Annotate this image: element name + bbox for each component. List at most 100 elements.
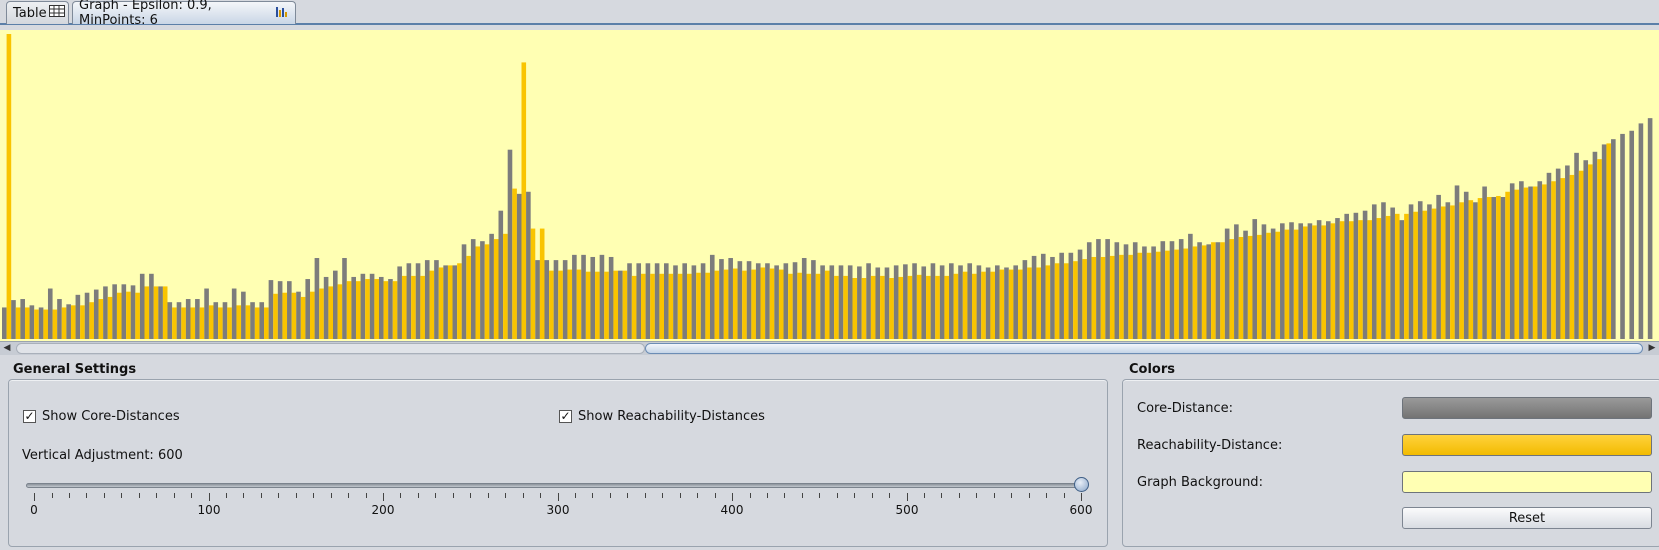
- tab-table[interactable]: Table: [6, 1, 69, 24]
- reachability-distance-color-label: Reachability-Distance:: [1137, 438, 1283, 453]
- core-distance-bar: [618, 270, 623, 339]
- core-distance-bar: [1298, 223, 1304, 339]
- reachability-distance-color-swatch[interactable]: [1402, 434, 1652, 456]
- core-distance-bar: [664, 263, 669, 339]
- reachability-distance-bar: [1394, 213, 1400, 339]
- reachability-distance-bar: [576, 269, 582, 339]
- show-core-distances-label: Show Core-Distances: [42, 409, 180, 424]
- slider-minor-tick: [365, 493, 367, 498]
- core-distance-bar: [774, 265, 779, 339]
- slider-minor-tick: [191, 493, 193, 498]
- core-distance-bar: [333, 270, 338, 339]
- core-distance-color-swatch[interactable]: [1402, 397, 1652, 419]
- core-distance-bar: [461, 244, 467, 339]
- core-distance-bar: [84, 292, 90, 339]
- reachability-distance-bar: [944, 275, 950, 339]
- reachability-distance-bar: [447, 265, 453, 339]
- reachability-distance-bar: [1109, 255, 1115, 339]
- core-distance-bar: [57, 299, 62, 339]
- core-distance-bar: [277, 281, 283, 339]
- core-distance-bar: [654, 263, 660, 339]
- colors-title: Colors: [1129, 362, 1176, 377]
- core-distance-bar: [1611, 139, 1616, 339]
- core-distance-bar: [1473, 202, 1478, 339]
- core-distance-bar: [507, 149, 513, 339]
- reset-button[interactable]: Reset: [1402, 507, 1652, 529]
- reachability-distance-bar: [144, 286, 150, 339]
- reachability-distance-bar: [1486, 197, 1492, 339]
- vertical-adjustment-slider[interactable]: [26, 483, 1083, 488]
- reachability-distance-bar: [1119, 254, 1124, 339]
- reachability-distance-bar: [723, 269, 729, 339]
- checkbox-reach-box[interactable]: ✓: [559, 409, 572, 423]
- reachability-distance-bar: [411, 275, 416, 339]
- tick-label: 300: [546, 503, 570, 517]
- core-distance-bar: [296, 291, 301, 339]
- core-distance-bar: [995, 265, 1000, 339]
- core-distance-bar: [1114, 242, 1120, 339]
- reachability-distance-bar: [70, 305, 76, 339]
- reachability-distance-bar: [52, 309, 58, 339]
- slider-minor-tick: [976, 493, 978, 498]
- core-distance-bar: [360, 273, 366, 339]
- core-distance-bar: [599, 254, 605, 339]
- reachability-distance-bar: [1027, 267, 1032, 339]
- slider-minor-tick: [889, 493, 890, 498]
- reachability-distance-bar: [870, 275, 876, 339]
- reachability-distance-bar: [1477, 198, 1483, 339]
- core-distance-bar: [581, 254, 586, 339]
- reachability-distance-bar: [1459, 202, 1464, 339]
- reachability-distance-bar: [181, 307, 186, 339]
- checkbox-core-box[interactable]: ✓: [23, 409, 36, 423]
- core-distance-bar: [627, 263, 632, 339]
- slider-minor-tick: [68, 493, 70, 498]
- core-distance-bar: [939, 265, 945, 339]
- core-distance-bar: [470, 239, 476, 339]
- core-distance-bar: [553, 260, 559, 339]
- reachability-distance-bar: [1082, 259, 1087, 339]
- core-distance-bar: [985, 267, 991, 339]
- reachability-distance-bar: [1450, 205, 1455, 339]
- horizontal-scrollbar[interactable]: ◀ ▶: [0, 341, 1659, 355]
- core-distance-bar: [1050, 256, 1055, 339]
- graph-background-color-swatch[interactable]: [1402, 471, 1652, 493]
- core-distance-bar: [1647, 118, 1653, 339]
- scrollbar-thumb[interactable]: [645, 343, 1643, 354]
- reachability-distance-bar: [880, 275, 885, 339]
- core-distance-bar: [149, 273, 154, 339]
- core-distance-bar: [1399, 220, 1405, 339]
- reachability-distance-bar: [824, 270, 830, 339]
- tab-graph[interactable]: Graph - Epsilon: 0.9, MinPoints: 6: [72, 0, 296, 28]
- slider-knob[interactable]: [1074, 477, 1089, 492]
- core-distance-bar: [1013, 265, 1018, 339]
- core-distance-bar: [1546, 172, 1552, 339]
- scrollbar-track[interactable]: [16, 343, 645, 354]
- reachability-distance-bar: [227, 307, 232, 339]
- core-distance-bar: [489, 233, 494, 339]
- reachability-distance-bar: [999, 269, 1005, 339]
- scroll-right-arrow-icon[interactable]: ▶: [1648, 343, 1656, 353]
- reachability-distance-bar: [926, 275, 931, 339]
- core-distance-bar: [1004, 267, 1009, 339]
- core-distance-bar: [1151, 246, 1156, 339]
- slider-minor-tick: [435, 493, 437, 498]
- reachability-distance-bar: [236, 305, 242, 339]
- core-distance-bar: [1123, 244, 1129, 339]
- reachability-distance-bar: [1560, 178, 1566, 339]
- core-distance-bar: [1620, 133, 1625, 339]
- reachability-distance-bar: [769, 268, 775, 339]
- reachability-distance-bar: [438, 267, 444, 339]
- tick-label: 500: [895, 503, 919, 517]
- core-distance-bar: [700, 263, 706, 339]
- core-distance-bar: [1592, 151, 1598, 339]
- reachability-distance-bar: [1578, 170, 1584, 339]
- core-distance-bar: [287, 281, 292, 339]
- show-core-distances-checkbox[interactable]: ✓ Show Core-Distances: [23, 409, 180, 424]
- core-distance-bar: [498, 210, 504, 339]
- reachability-distance-bar: [806, 273, 812, 339]
- reachability-distance-bar: [374, 279, 379, 339]
- show-reachability-distances-checkbox[interactable]: ✓ Show Reachability-Distances: [559, 409, 765, 424]
- scroll-left-arrow-icon[interactable]: ◀: [3, 343, 11, 353]
- reachability-distance-bar: [751, 269, 756, 339]
- core-distance-bar: [231, 288, 237, 339]
